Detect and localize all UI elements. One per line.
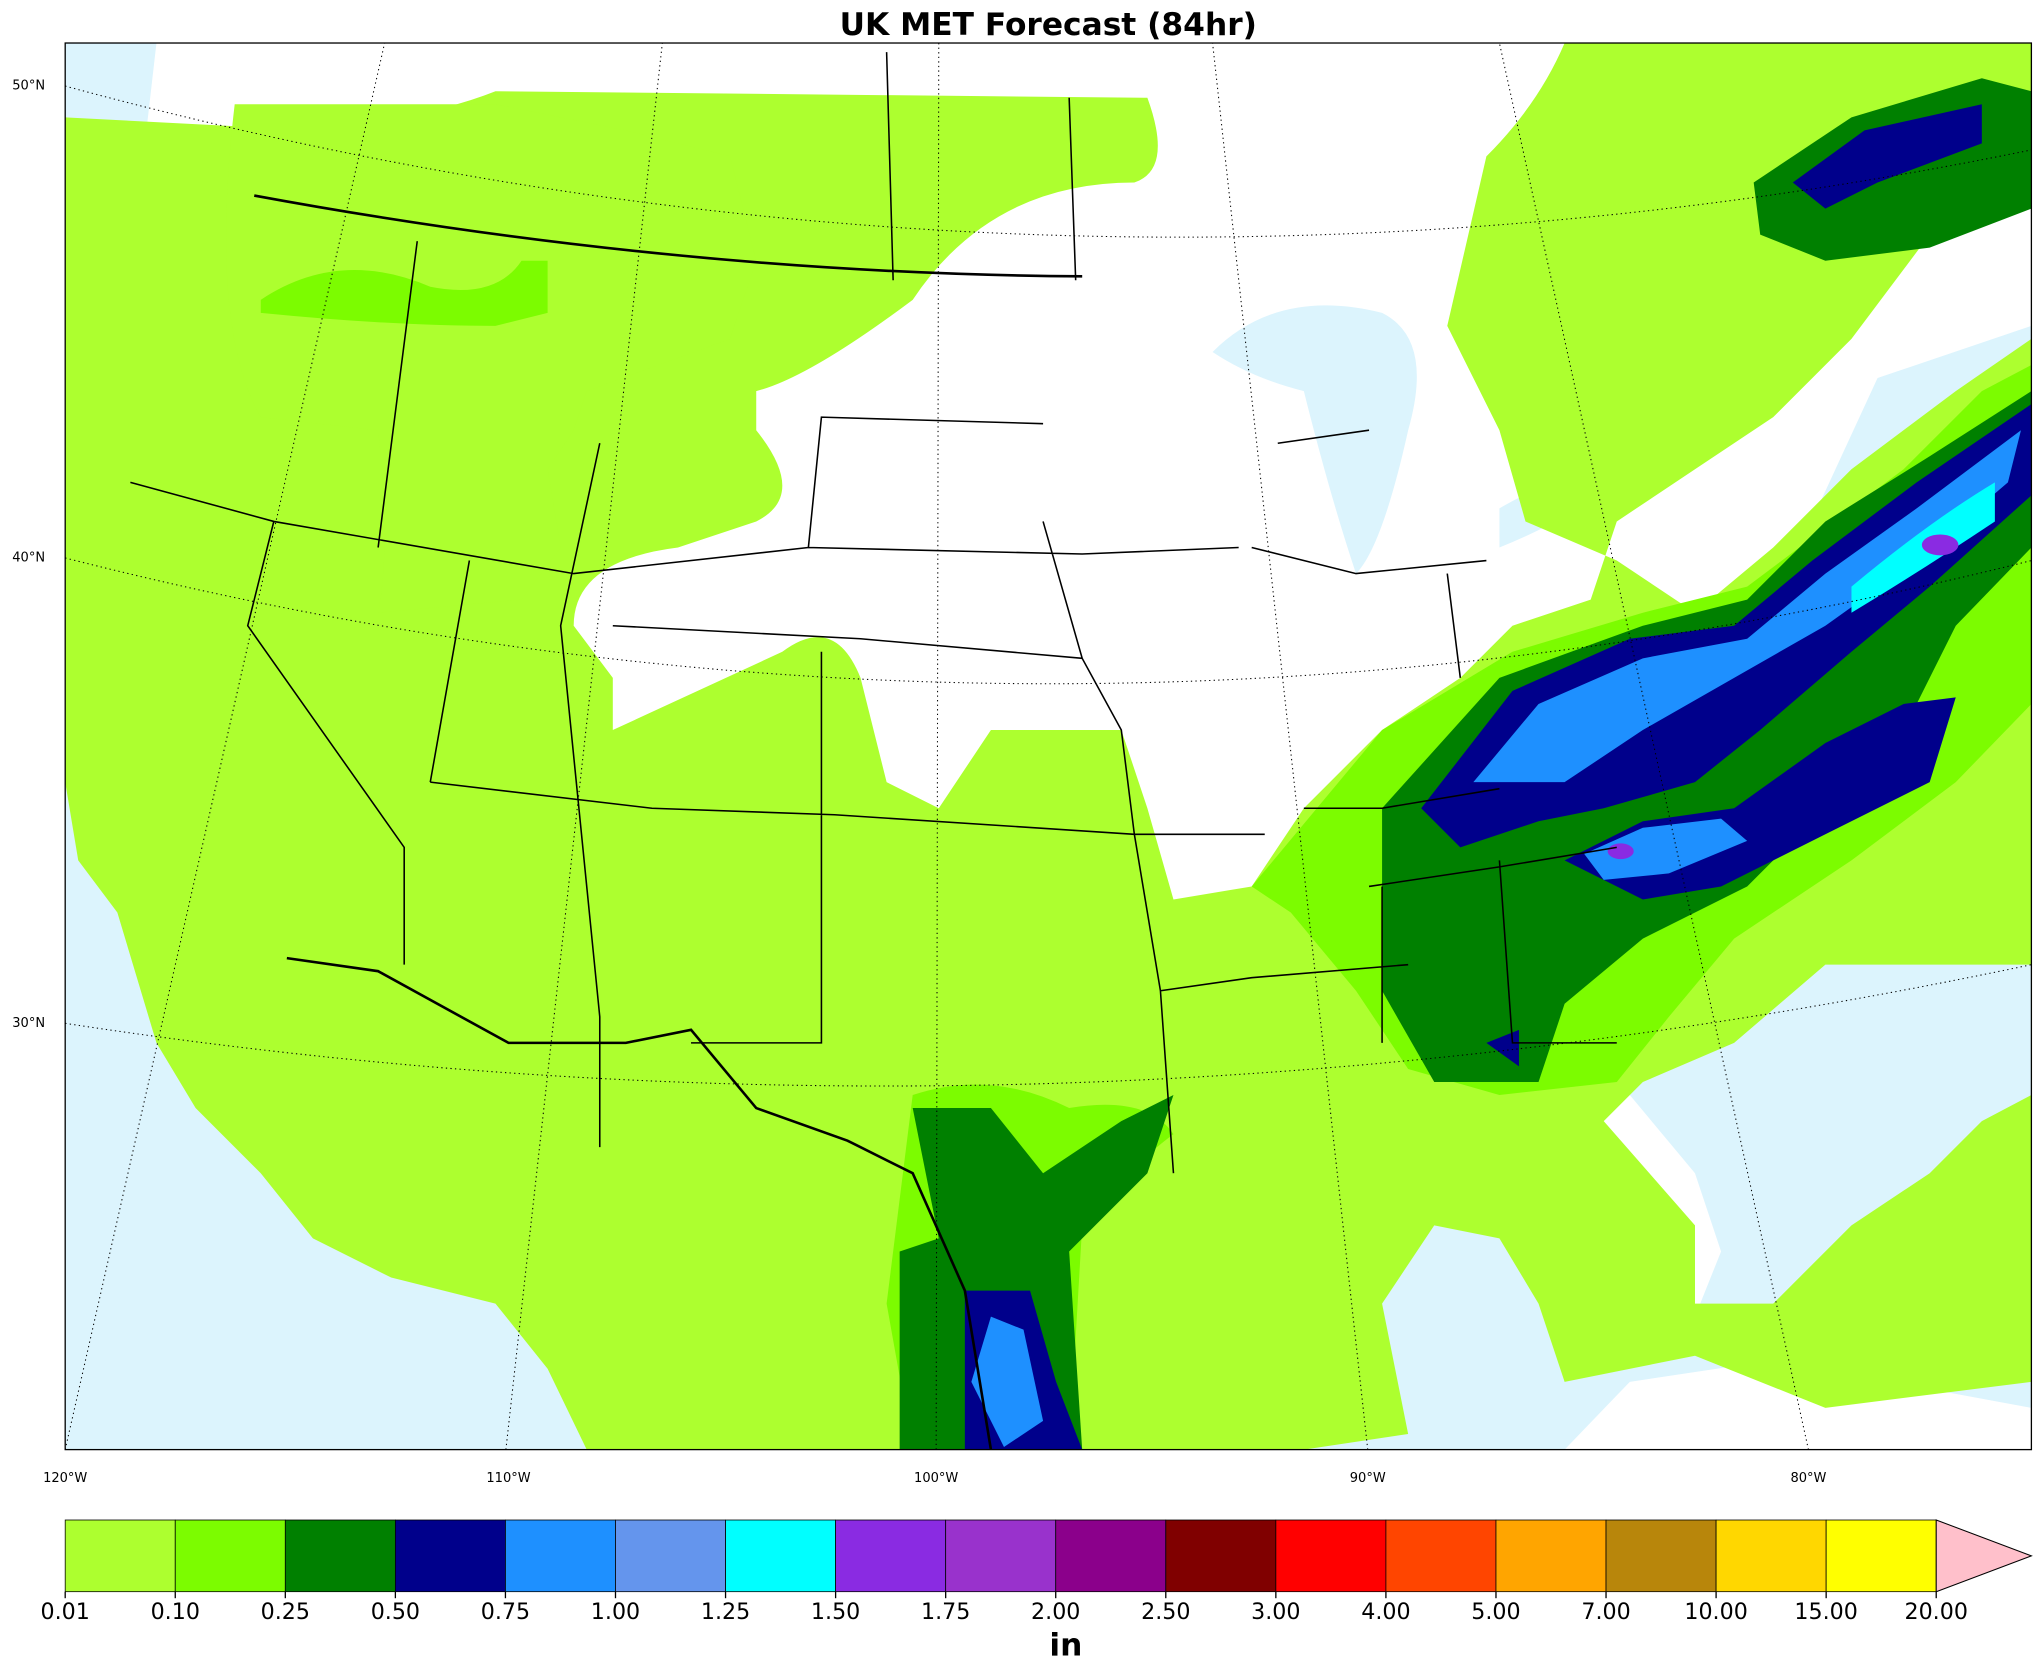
colorbar-extend — [1935, 1519, 2033, 1593]
colorbar-unit: in — [1049, 1627, 1082, 1663]
colorbar-tick-label: 1.00 — [591, 1599, 640, 1625]
colorbar-box — [1495, 1519, 1607, 1593]
colorbar-tick-label: 20.00 — [1904, 1599, 1967, 1625]
colorbar-box — [945, 1519, 1057, 1593]
precip-light — [226, 104, 757, 613]
colorbar-box — [505, 1519, 616, 1593]
colorbar-box — [1605, 1519, 1717, 1593]
precip — [1921, 534, 1959, 556]
colorbar-box — [1715, 1519, 1827, 1593]
lon-label: 80°W — [1790, 1471, 1826, 1486]
land — [1564, 1362, 2032, 1450]
colorbar-box — [1275, 1519, 1387, 1593]
colorbar-box — [725, 1519, 837, 1593]
lake — [1212, 305, 1417, 574]
colorbar-tick-label: 3.00 — [1251, 1599, 1300, 1625]
precip — [1607, 843, 1634, 860]
colorbar-box — [394, 1519, 506, 1593]
colorbar-box — [1165, 1519, 1277, 1593]
colorbar-box — [1385, 1519, 1497, 1593]
lon-label: 100°W — [914, 1471, 958, 1486]
colorbar-box — [1055, 1519, 1167, 1593]
colorbar-tick-label: 15.00 — [1794, 1599, 1857, 1625]
map — [65, 43, 2032, 1450]
lat-label: 50°N — [12, 79, 45, 94]
lon-label: 110°W — [486, 1471, 530, 1486]
colorbar-tick-label: 4.00 — [1361, 1599, 1410, 1625]
colorbar-tick-label: 0.75 — [481, 1599, 530, 1625]
colorbar-box — [1825, 1519, 1937, 1593]
colorbar-tick-label: 1.50 — [811, 1599, 860, 1625]
map-title: UK MET Forecast (84hr) — [840, 7, 1257, 43]
colorbar-tick-label: 2.00 — [1031, 1599, 1080, 1625]
colorbar-box — [615, 1519, 726, 1593]
precip — [1584, 818, 1748, 880]
precip-med — [260, 260, 548, 326]
precip — [1486, 1029, 1519, 1067]
colorbar-tick-label: 0.01 — [41, 1599, 90, 1625]
lon-label: 120°W — [43, 1471, 87, 1486]
colorbar-tick-label: 0.25 — [261, 1599, 310, 1625]
colorbar-tick-label: 7.00 — [1581, 1599, 1630, 1625]
graticule — [65, 43, 1809, 1450]
colorbar-box — [64, 1519, 176, 1593]
precip — [971, 1316, 1044, 1447]
border — [254, 194, 1083, 278]
precip — [1473, 430, 2021, 783]
colorbar-box — [835, 1519, 947, 1593]
lat-label: 30°N — [12, 1016, 45, 1031]
state-lines — [130, 52, 1617, 1174]
colorbar-tick-label: 0.50 — [371, 1599, 420, 1625]
colorbar: 0.01 0.10 0.25 0.50 0.75 1.00 1.25 1.50 1.75 2.00… — [41, 1519, 2033, 1663]
colorbar-tick-label: 10.00 — [1684, 1599, 1747, 1625]
lon-label: 90°W — [1350, 1471, 1386, 1486]
colorbar-tick-label: 1.75 — [921, 1599, 970, 1625]
colorbar-tick-label: 0.10 — [151, 1599, 200, 1625]
border — [286, 956, 993, 1450]
map-frame — [64, 42, 2033, 1451]
precip — [1792, 104, 1982, 209]
colorbar-tick-label: 5.00 — [1471, 1599, 1520, 1625]
colorbar-tick-label: 2.50 — [1141, 1599, 1190, 1625]
graticule — [65, 557, 2032, 685]
colorbar-tick-label: 1.25 — [701, 1599, 750, 1625]
colorbar-box — [284, 1519, 396, 1593]
lat-label: 40°N — [12, 550, 45, 565]
colorbar-box — [174, 1519, 286, 1593]
